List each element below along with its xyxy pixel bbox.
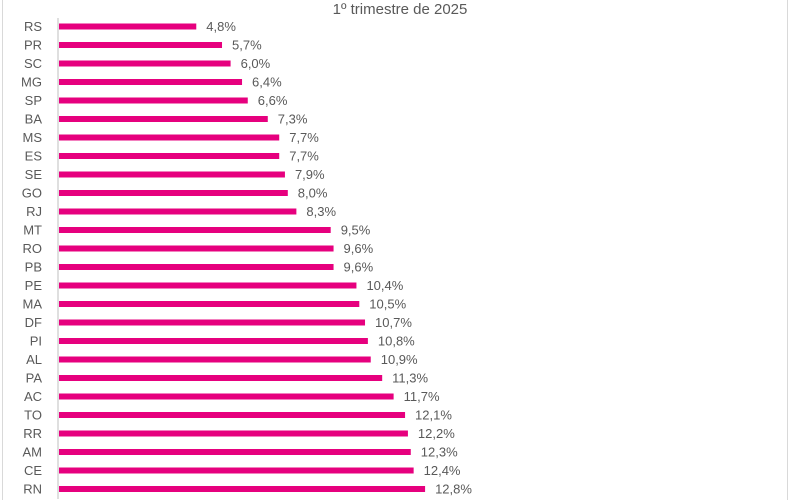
bar [59, 190, 288, 196]
bar [59, 42, 223, 48]
category-label: ES [25, 149, 43, 164]
category-label: RR [23, 426, 42, 441]
bar [59, 375, 383, 381]
bar [59, 208, 297, 215]
category-label: MG [21, 75, 42, 90]
bar [59, 97, 248, 104]
data-label: 6,6% [258, 93, 288, 108]
data-label: 9,5% [341, 223, 371, 238]
category-label: GO [22, 186, 42, 201]
category-label: AC [24, 389, 42, 404]
bar [59, 227, 331, 233]
category-label: BA [25, 112, 43, 127]
bar [59, 79, 243, 85]
data-label: 10,8% [378, 334, 415, 349]
data-label: 7,9% [295, 167, 325, 182]
bar [59, 412, 406, 418]
category-label: AL [26, 352, 42, 367]
bar [59, 264, 334, 270]
category-label: RJ [26, 204, 42, 219]
data-label: 5,7% [232, 38, 262, 53]
data-label: 8,0% [298, 186, 328, 201]
bar [59, 467, 414, 474]
bar [59, 153, 280, 159]
category-label: DF [25, 315, 42, 330]
data-label: 11,3% [392, 371, 428, 386]
category-label: MT [23, 223, 42, 238]
bar [59, 60, 231, 67]
data-label: 10,9% [381, 352, 418, 367]
category-label: PA [26, 371, 43, 386]
data-label: 7,3% [278, 112, 308, 127]
bar [59, 282, 357, 289]
category-label: SE [25, 167, 43, 182]
category-label: RS [24, 19, 42, 34]
category-label: MA [23, 297, 43, 312]
data-label: 7,7% [289, 130, 319, 145]
data-label: 10,4% [366, 278, 403, 293]
data-label: 11,7% [404, 389, 440, 404]
data-label: 12,1% [415, 408, 452, 423]
data-label: 4,8% [206, 19, 236, 34]
bar [59, 356, 371, 363]
bar [59, 23, 197, 30]
category-label: PB [25, 260, 42, 275]
category-label: PI [30, 334, 42, 349]
category-label: SP [25, 93, 42, 108]
data-label: 10,5% [369, 297, 406, 312]
data-label: 9,6% [344, 241, 374, 256]
category-label: TO [24, 408, 42, 423]
data-label: 7,7% [289, 149, 319, 164]
data-label: 6,0% [241, 56, 271, 71]
bar [59, 449, 411, 455]
chart-title: 1º trimestre de 2025 [332, 1, 468, 18]
data-label: 6,4% [252, 75, 282, 90]
category-label: PR [24, 38, 42, 53]
data-label: 12,2% [418, 426, 455, 441]
data-label: 12,4% [424, 463, 461, 478]
category-label: RN [23, 482, 42, 497]
bar [59, 430, 408, 437]
category-label: RO [23, 241, 43, 256]
data-label: 9,6% [344, 260, 374, 275]
bar [59, 486, 426, 492]
bar [59, 319, 366, 326]
bar [59, 171, 285, 178]
data-label: 8,3% [306, 204, 336, 219]
bar [59, 245, 334, 252]
category-label: PE [25, 278, 43, 293]
data-label: 12,3% [421, 445, 458, 460]
data-label: 12,8% [435, 482, 472, 497]
category-label: CE [24, 463, 42, 478]
bar [59, 301, 360, 307]
category-label: MS [23, 130, 43, 145]
bar [59, 338, 368, 344]
bar [59, 393, 394, 400]
category-label: AM [23, 445, 43, 460]
category-label: SC [24, 56, 42, 71]
bar [59, 134, 280, 141]
data-label: 10,7% [375, 315, 412, 330]
bar [59, 116, 268, 122]
